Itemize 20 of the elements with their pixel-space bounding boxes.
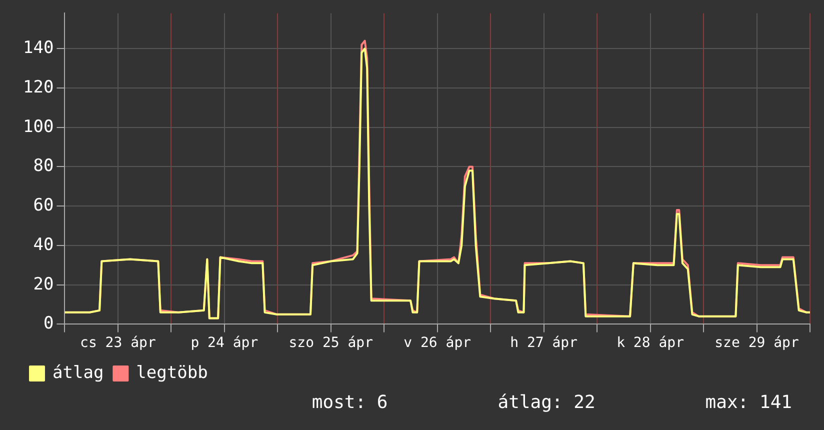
x-tick-label: v 26 ápr (404, 335, 472, 352)
y-tick-label: 140 (22, 38, 54, 58)
y-tick-label: 80 (33, 156, 54, 176)
y-tick-label: 100 (22, 116, 54, 137)
y-tick-label: 20 (33, 274, 54, 294)
legend-label: átlag (52, 362, 104, 383)
x-tick-label: sze 29 ápr (714, 335, 799, 352)
text: max: 141 (705, 392, 792, 413)
x-tick-label: szo 25 ápr (288, 335, 374, 352)
y-tick-label: 60 (33, 196, 54, 216)
x-tick-label: h 27 ápr (510, 335, 578, 352)
y-tick-label: 120 (22, 77, 54, 98)
text: most: 6 (312, 392, 388, 413)
text: átlag: 22 (498, 392, 596, 413)
legend-label: legtöbb (136, 362, 208, 383)
x-tick-label: cs 23 ápr (80, 335, 156, 352)
x-tick-label: k 28 ápr (616, 335, 684, 352)
y-tick-label: 40 (33, 234, 54, 255)
y-tick-label: 0 (43, 314, 54, 334)
x-tick-label: p 24 ápr (190, 335, 258, 352)
